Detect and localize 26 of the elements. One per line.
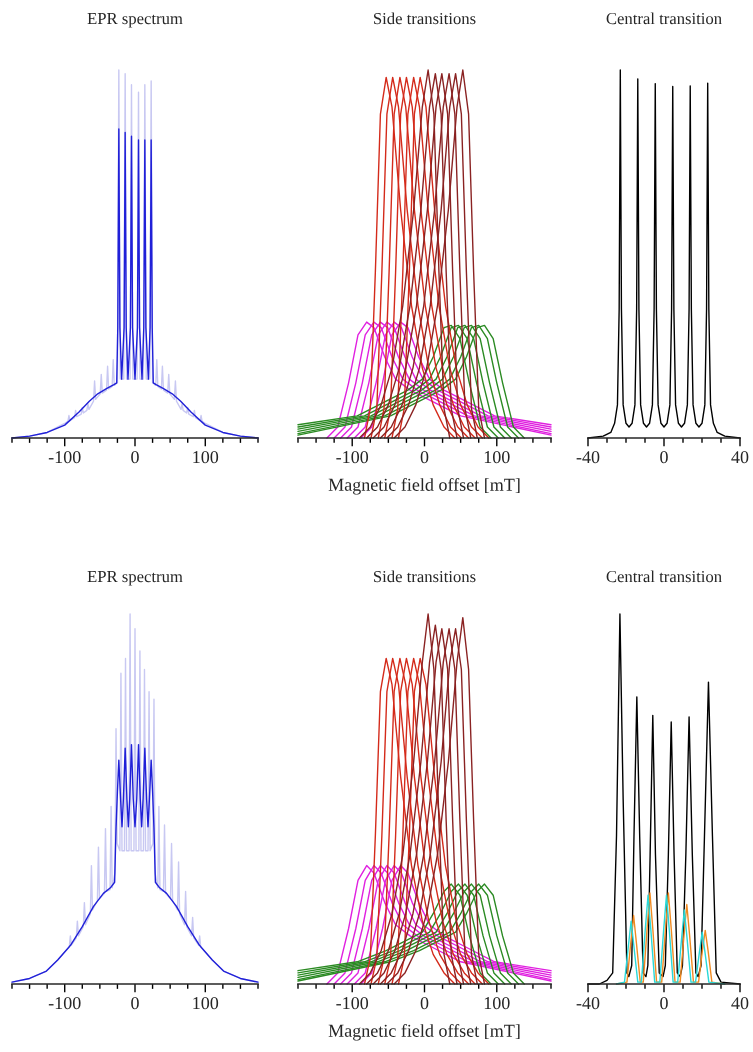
x-tick-label: 100 [484, 451, 510, 464]
x-tick-label: 40 [731, 451, 749, 464]
chart-title: Side transitions [373, 570, 476, 583]
x-tick-label: 0 [131, 997, 139, 1010]
x-tick-label: 0 [660, 997, 668, 1010]
x-tick-label: -100 [336, 451, 369, 464]
x-tick-label: 0 [131, 451, 139, 464]
x-tick-label: -100 [336, 997, 369, 1010]
x-tick-label: 0 [660, 451, 668, 464]
chart-title: Central transition [606, 12, 722, 25]
x-tick-label: 100 [193, 997, 219, 1010]
chart-title: EPR spectrum [87, 13, 183, 28]
x-tick-label: 40 [731, 997, 749, 1010]
x-tick-label: 100 [484, 997, 510, 1010]
x-axis-title: Magnetic field offset [mT] [328, 1023, 520, 1041]
x-axis-title: Magnetic field offset [mT] [328, 477, 520, 495]
chart-title: Side transitions [373, 12, 476, 25]
x-tick-label: 0 [420, 997, 429, 1010]
x-tick-label: 0 [420, 451, 429, 464]
x-tick-label: -100 [48, 997, 81, 1010]
x-tick-label: -100 [48, 451, 81, 464]
x-tick-label: -40 [576, 451, 600, 464]
chart-title: EPR spectrum [87, 571, 183, 586]
chart-title: Central transition [606, 570, 722, 583]
x-tick-label: 100 [193, 451, 219, 464]
x-tick-label: -40 [576, 997, 600, 1010]
